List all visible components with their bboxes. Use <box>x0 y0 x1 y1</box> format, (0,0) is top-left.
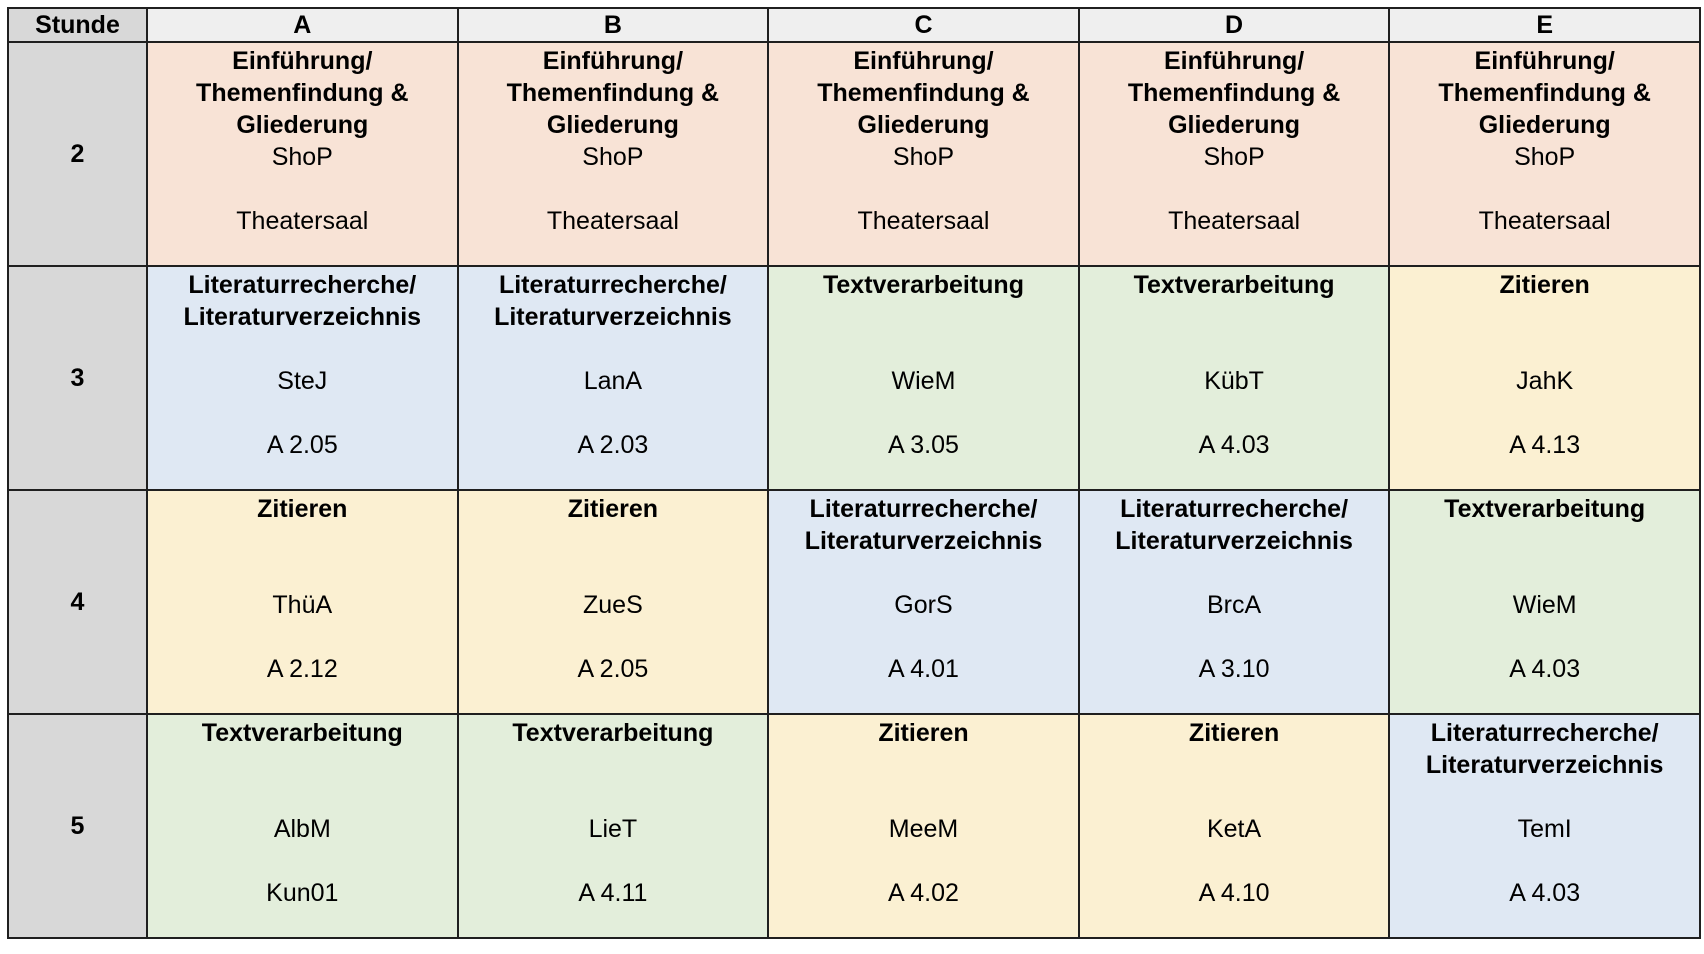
session-cell-a: Zitieren ThüA A 2.12 <box>146 489 459 715</box>
session-cell-e: Literaturrecherche/ Literaturverzeichnis… <box>1388 713 1701 939</box>
session-topic: Zitieren <box>1499 271 1590 299</box>
header-row: Stunde A B C D E <box>7 7 1701 43</box>
session-cell-c: Textverarbeitung WieM A 3.05 <box>767 265 1080 491</box>
session-room: A 4.02 <box>888 879 959 907</box>
session-cell-e: Einführung/ Themenfindung & Gliederung Sh… <box>1388 41 1701 267</box>
session-teacher: LanA <box>583 367 643 395</box>
session-teacher: WieM <box>891 367 956 395</box>
table-row: 2 Einführung/ Themenfindung & Gliederung S… <box>7 41 1701 267</box>
session-room: Theatersaal <box>1168 207 1301 235</box>
session-topic: Textverarbeitung <box>201 719 403 747</box>
session-topic: Zitieren <box>1188 719 1280 747</box>
session-topic: Literaturrecherche/ Literaturverzeichnis <box>494 271 732 331</box>
session-cell-c: Zitieren MeeM A 4.02 <box>767 713 1080 939</box>
session-cell-e: Zitieren JahK A 4.13 <box>1388 265 1701 491</box>
hour-label: 2 <box>7 41 148 267</box>
hour-label: 3 <box>7 265 148 491</box>
session-topic: Zitieren <box>878 719 969 747</box>
session-teacher: SteJ <box>277 367 328 395</box>
session-teacher: ShoP <box>582 143 644 171</box>
session-teacher: WieM <box>1512 591 1577 619</box>
session-teacher: ShoP <box>1203 143 1265 171</box>
session-topic: Zitieren <box>567 495 659 523</box>
session-teacher: KetA <box>1206 815 1262 843</box>
session-teacher: BrcA <box>1206 591 1262 619</box>
session-topic: Textverarbeitung <box>512 719 714 747</box>
session-room: A 3.05 <box>888 431 959 459</box>
session-topic: Literaturrecherche/ Literaturverzeichnis <box>804 495 1043 555</box>
session-room: A 3.10 <box>1198 655 1270 683</box>
session-cell-d: Textverarbeitung KübT A 4.03 <box>1077 265 1391 491</box>
session-cell-b: Zitieren ZueS A 2.05 <box>456 489 770 715</box>
session-room: Theatersaal <box>546 207 679 235</box>
table-row: 4 Zitieren ThüA A 2.12 Zitieren ZueS A 2.05 Lit… <box>7 489 1701 715</box>
session-cell-e: Textverarbeitung WieM A 4.03 <box>1388 489 1701 715</box>
session-cell-b: Textverarbeitung LieT A 4.11 <box>456 713 770 939</box>
session-topic: Literaturrecherche/ Literaturverzeichnis <box>183 271 422 331</box>
session-room: A 4.01 <box>888 655 959 683</box>
session-teacher: ShoP <box>892 143 955 171</box>
session-teacher: GorS <box>894 591 953 619</box>
session-teacher: TemI <box>1517 815 1572 843</box>
session-teacher: LieT <box>588 815 638 843</box>
session-room: A 2.03 <box>577 431 649 459</box>
session-topic: Einführung/ Themenfindung & Gliederung <box>1438 47 1651 139</box>
session-cell-b: Literaturrecherche/ Literaturverzeichnis… <box>456 265 770 491</box>
session-room: A 4.10 <box>1198 879 1270 907</box>
session-room: A 4.03 <box>1198 431 1270 459</box>
session-cell-b: Einführung/ Themenfindung & Gliederung Sh… <box>456 41 770 267</box>
session-room: A 4.11 <box>578 879 648 907</box>
session-room: Theatersaal <box>1478 207 1611 235</box>
session-topic: Textverarbeitung <box>1133 271 1335 299</box>
session-room: A 2.12 <box>266 655 338 683</box>
group-header-a: A <box>146 7 459 43</box>
session-topic: Textverarbeitung <box>822 271 1024 299</box>
schedule-table: Stunde A B C D E 2 Einführung/ Themenfind… <box>7 7 1701 939</box>
hour-label: 5 <box>7 713 148 939</box>
session-room: Theatersaal <box>857 207 990 235</box>
session-topic: Zitieren <box>257 495 348 523</box>
schedule-container: Stunde A B C D E 2 Einführung/ Themenfind… <box>7 7 1701 939</box>
session-topic: Textverarbeitung <box>1444 495 1646 523</box>
session-cell-d: Einführung/ Themenfindung & Gliederung Sh… <box>1077 41 1391 267</box>
session-cell-a: Einführung/ Themenfindung & Gliederung Sh… <box>146 41 459 267</box>
session-topic: Einführung/ Themenfindung & Gliederung <box>506 47 720 139</box>
session-teacher: MeeM <box>888 815 959 843</box>
session-cell-d: Zitieren KetA A 4.10 <box>1077 713 1391 939</box>
session-cell-a: Literaturrecherche/ Literaturverzeichnis… <box>146 265 459 491</box>
session-teacher: ShoP <box>1514 143 1576 171</box>
session-topic: Literaturrecherche/ Literaturverzeichnis <box>1425 719 1664 779</box>
schedule-body: 2 Einführung/ Themenfindung & Gliederung S… <box>7 41 1701 939</box>
session-teacher: ThüA <box>272 591 333 619</box>
group-header-e: E <box>1388 7 1701 43</box>
session-topic: Einführung/ Themenfindung & Gliederung <box>817 47 1030 139</box>
hour-label: 4 <box>7 489 148 715</box>
session-topic: Einführung/ Themenfindung & Gliederung <box>1127 47 1341 139</box>
session-room: A 4.03 <box>1509 879 1581 907</box>
session-teacher: AlbM <box>273 815 331 843</box>
session-room: A 2.05 <box>266 431 338 459</box>
session-room: A 4.03 <box>1509 655 1581 683</box>
session-cell-d: Literaturrecherche/ Literaturverzeichnis… <box>1077 489 1391 715</box>
session-room: Theatersaal <box>236 207 369 235</box>
table-row: 3 Literaturrecherche/ Literaturverzeichni… <box>7 265 1701 491</box>
group-header-c: C <box>767 7 1080 43</box>
session-room: A 2.05 <box>577 655 649 683</box>
group-header-b: B <box>456 7 770 43</box>
session-topic: Literaturrecherche/ Literaturverzeichnis <box>1115 495 1353 555</box>
session-teacher: ShoP <box>271 143 333 171</box>
session-room: A 4.13 <box>1509 431 1581 459</box>
session-cell-a: Textverarbeitung AlbM Kun01 <box>146 713 459 939</box>
session-topic: Einführung/ Themenfindung & Gliederung <box>196 47 409 139</box>
session-teacher: JahK <box>1516 367 1574 395</box>
session-cell-c: Literaturrecherche/ Literaturverzeichnis… <box>767 489 1080 715</box>
table-row: 5 Textverarbeitung AlbM Kun01 Textverarbeitu… <box>7 713 1701 939</box>
group-header-d: D <box>1077 7 1391 43</box>
session-teacher: KübT <box>1204 367 1264 395</box>
session-teacher: ZueS <box>583 591 643 619</box>
session-cell-c: Einführung/ Themenfindung & Gliederung Sh… <box>767 41 1080 267</box>
session-room: Kun01 <box>266 879 339 907</box>
hour-column-header: Stunde <box>7 7 148 43</box>
